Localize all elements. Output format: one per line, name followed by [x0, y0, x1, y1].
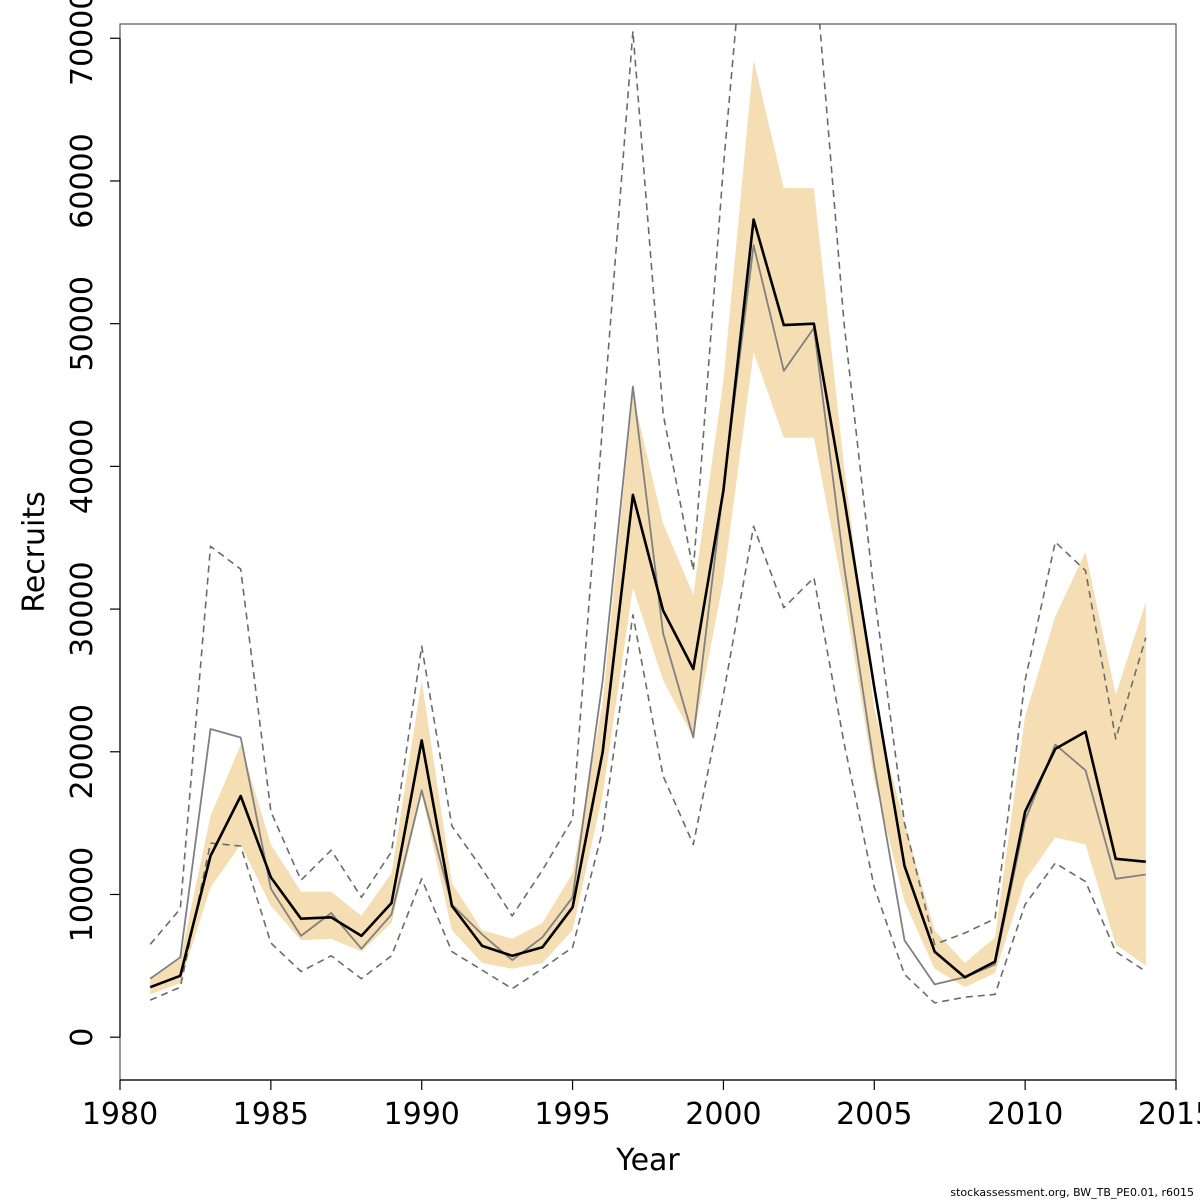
x-tick-label: 1980: [82, 1097, 158, 1132]
y-tick-label: 0: [65, 1028, 100, 1047]
y-tick-label: 10000: [65, 847, 100, 942]
x-axis-title: Year: [615, 1143, 680, 1178]
x-tick-label: 2010: [987, 1097, 1063, 1132]
y-tick-label: 50000: [65, 276, 100, 371]
y-tick-label: 40000: [65, 419, 100, 514]
y-tick-label: 60000: [65, 133, 100, 228]
confidence-band: [150, 59, 1146, 995]
x-tick-label: 1990: [384, 1097, 460, 1132]
x-tick-label: 1985: [233, 1097, 309, 1132]
x-tick-label: 2015: [1138, 1097, 1200, 1132]
reference-lower-ci-line: [149, 525, 1147, 1004]
x-tick-label: 1995: [534, 1097, 610, 1132]
y-tick-label: 70000: [65, 0, 100, 86]
y-axis-title: Recruits: [17, 491, 52, 613]
y-tick-label: 20000: [65, 704, 100, 799]
y-tick-label: 30000: [65, 561, 100, 656]
x-tick-label: 2000: [685, 1097, 761, 1132]
footer-note: stockassessment.org, BW_TB_PE0.01, r6015: [950, 1186, 1194, 1199]
estimate-line: [149, 218, 1146, 989]
x-tick-label: 2005: [836, 1097, 912, 1132]
